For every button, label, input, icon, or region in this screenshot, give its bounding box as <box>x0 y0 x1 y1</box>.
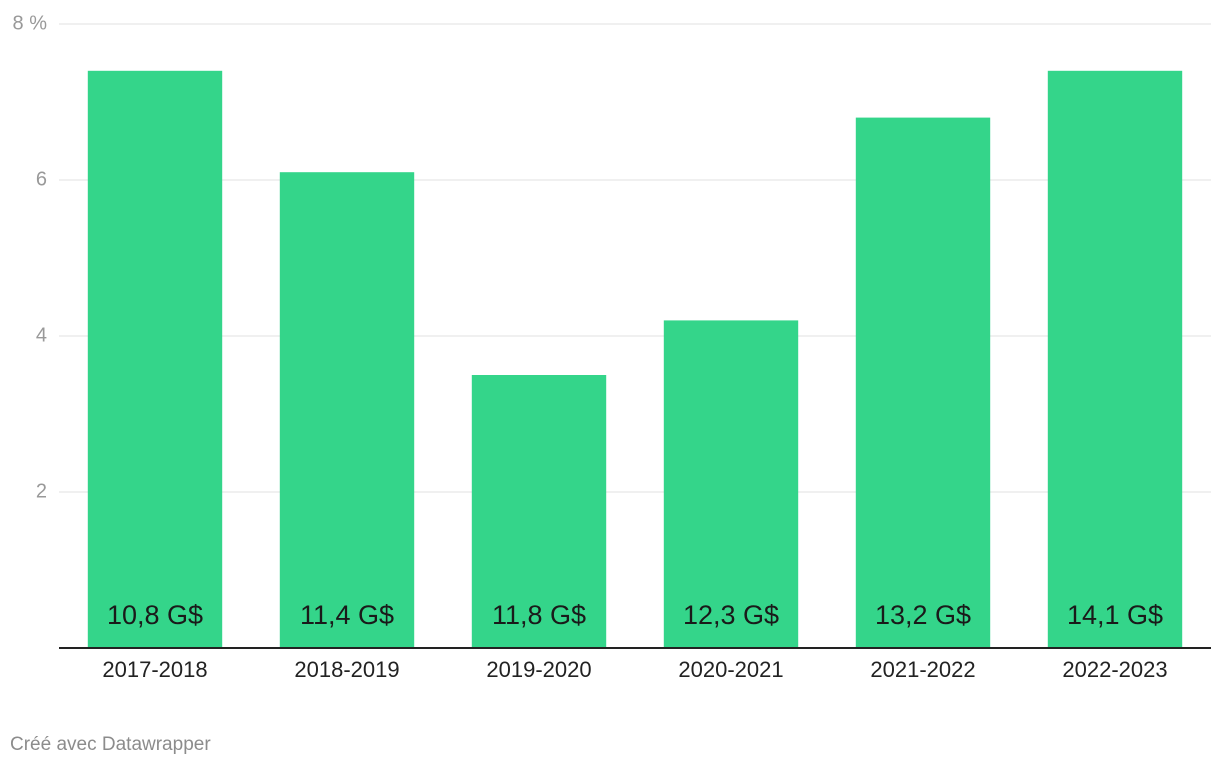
bar-label: 13,2 G$ <box>875 600 971 630</box>
bar-label: 12,3 G$ <box>683 600 779 630</box>
credit: Créé avec Datawrapper <box>10 734 211 755</box>
x-tick-label: 2021-2022 <box>870 657 975 682</box>
bar <box>855 117 991 649</box>
y-tick-label: 2 <box>36 480 47 502</box>
x-tick-label: 2018-2019 <box>294 657 399 682</box>
x-tick-label: 2022-2023 <box>1062 657 1167 682</box>
x-tick-label: 2019-2020 <box>486 657 591 682</box>
bar <box>663 320 799 648</box>
bar-label: 14,1 G$ <box>1067 600 1163 630</box>
bar <box>471 375 607 648</box>
bar <box>87 70 223 649</box>
bar <box>279 172 415 648</box>
bar-label: 11,4 G$ <box>300 600 394 630</box>
y-tick-label: 4 <box>36 324 47 346</box>
bar-label: 11,8 G$ <box>492 600 586 630</box>
bar <box>1047 70 1183 649</box>
bar-label: 10,8 G$ <box>107 600 203 630</box>
x-tick-label: 2020-2021 <box>678 657 783 682</box>
y-tick-label: 8 % <box>13 12 48 34</box>
y-tick-label: 6 <box>36 168 47 190</box>
x-tick-label: 2017-2018 <box>102 657 207 682</box>
